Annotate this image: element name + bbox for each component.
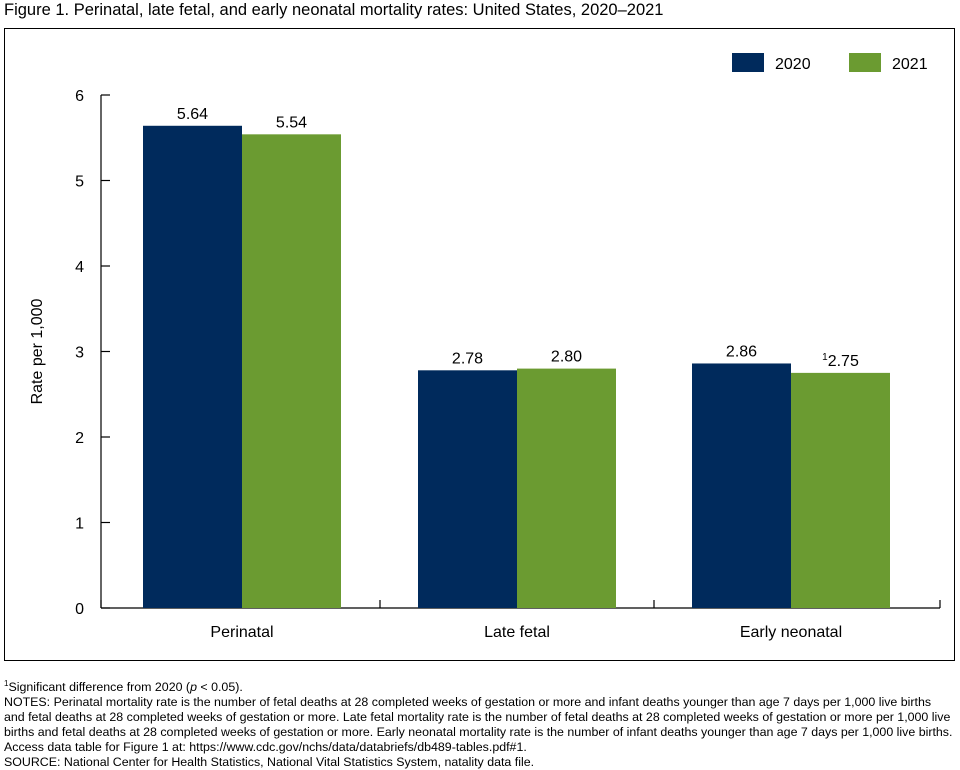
value-label: 5.64 [177,106,208,123]
chart-frame [4,28,955,661]
category-label: Late fetal [484,624,550,641]
value-label: 2.78 [452,350,483,367]
significance-footnote: 1Significant difference from 2020 (p < 0… [4,676,954,695]
legend: 2020 2021 [732,53,928,73]
y-tick-label: 6 [75,88,84,105]
category-label: Perinatal [210,624,273,641]
y-axis-title: Rate per 1,000 [29,298,46,404]
bar-chart: 0 1 2 3 4 5 6 Rate per 1,000 5.64 5.54 Perinatal 2… [29,53,941,641]
y-tick-label: 0 [75,601,84,618]
y-tick-label: 4 [75,259,84,276]
value-label: 12.75 [822,352,859,370]
legend-label-2021: 2021 [892,56,928,73]
legend-label-2020: 2020 [775,56,811,73]
value-label: 5.54 [276,114,307,131]
bar-2020-2 [692,363,791,608]
legend-swatch-2020 [732,53,764,72]
footnote-text-after: < 0.05). [196,680,243,695]
bars: 5.64 5.54 Perinatal 2.78 2.80 Late fetal 2.86 1… [143,106,890,641]
y-tick-label: 5 [75,174,84,191]
category-label: Early neonatal [740,624,842,641]
notes-text: NOTES: Perinatal mortality rate is the n… [4,695,953,755]
bar-2021-2 [791,372,890,608]
value-label: 2.80 [551,349,582,366]
significance-marker: 1 [822,352,828,363]
footnote-marker: 1 [4,679,9,688]
value-label: 2.86 [726,343,757,360]
footnote-text-before: Significant difference from 2020 ( [8,680,191,695]
y-tick-label: 3 [75,345,84,362]
value-text: 2.75 [828,353,859,370]
bar-2020-0 [143,125,242,608]
source-text: SOURCE: National Center for Health Stati… [4,755,535,770]
bar-2021-0 [242,134,341,608]
y-tick-label: 2 [75,430,84,447]
footnote-p: p [190,680,197,695]
bar-2021-1 [517,368,616,608]
footnotes: 1Significant difference from 2020 (p < 0… [4,676,954,770]
bar-2020-1 [418,370,517,608]
figure-title: Figure 1. Perinatal, late fetal, and ear… [4,1,664,19]
y-tick-label: 1 [75,516,84,533]
legend-swatch-2021 [849,53,881,72]
